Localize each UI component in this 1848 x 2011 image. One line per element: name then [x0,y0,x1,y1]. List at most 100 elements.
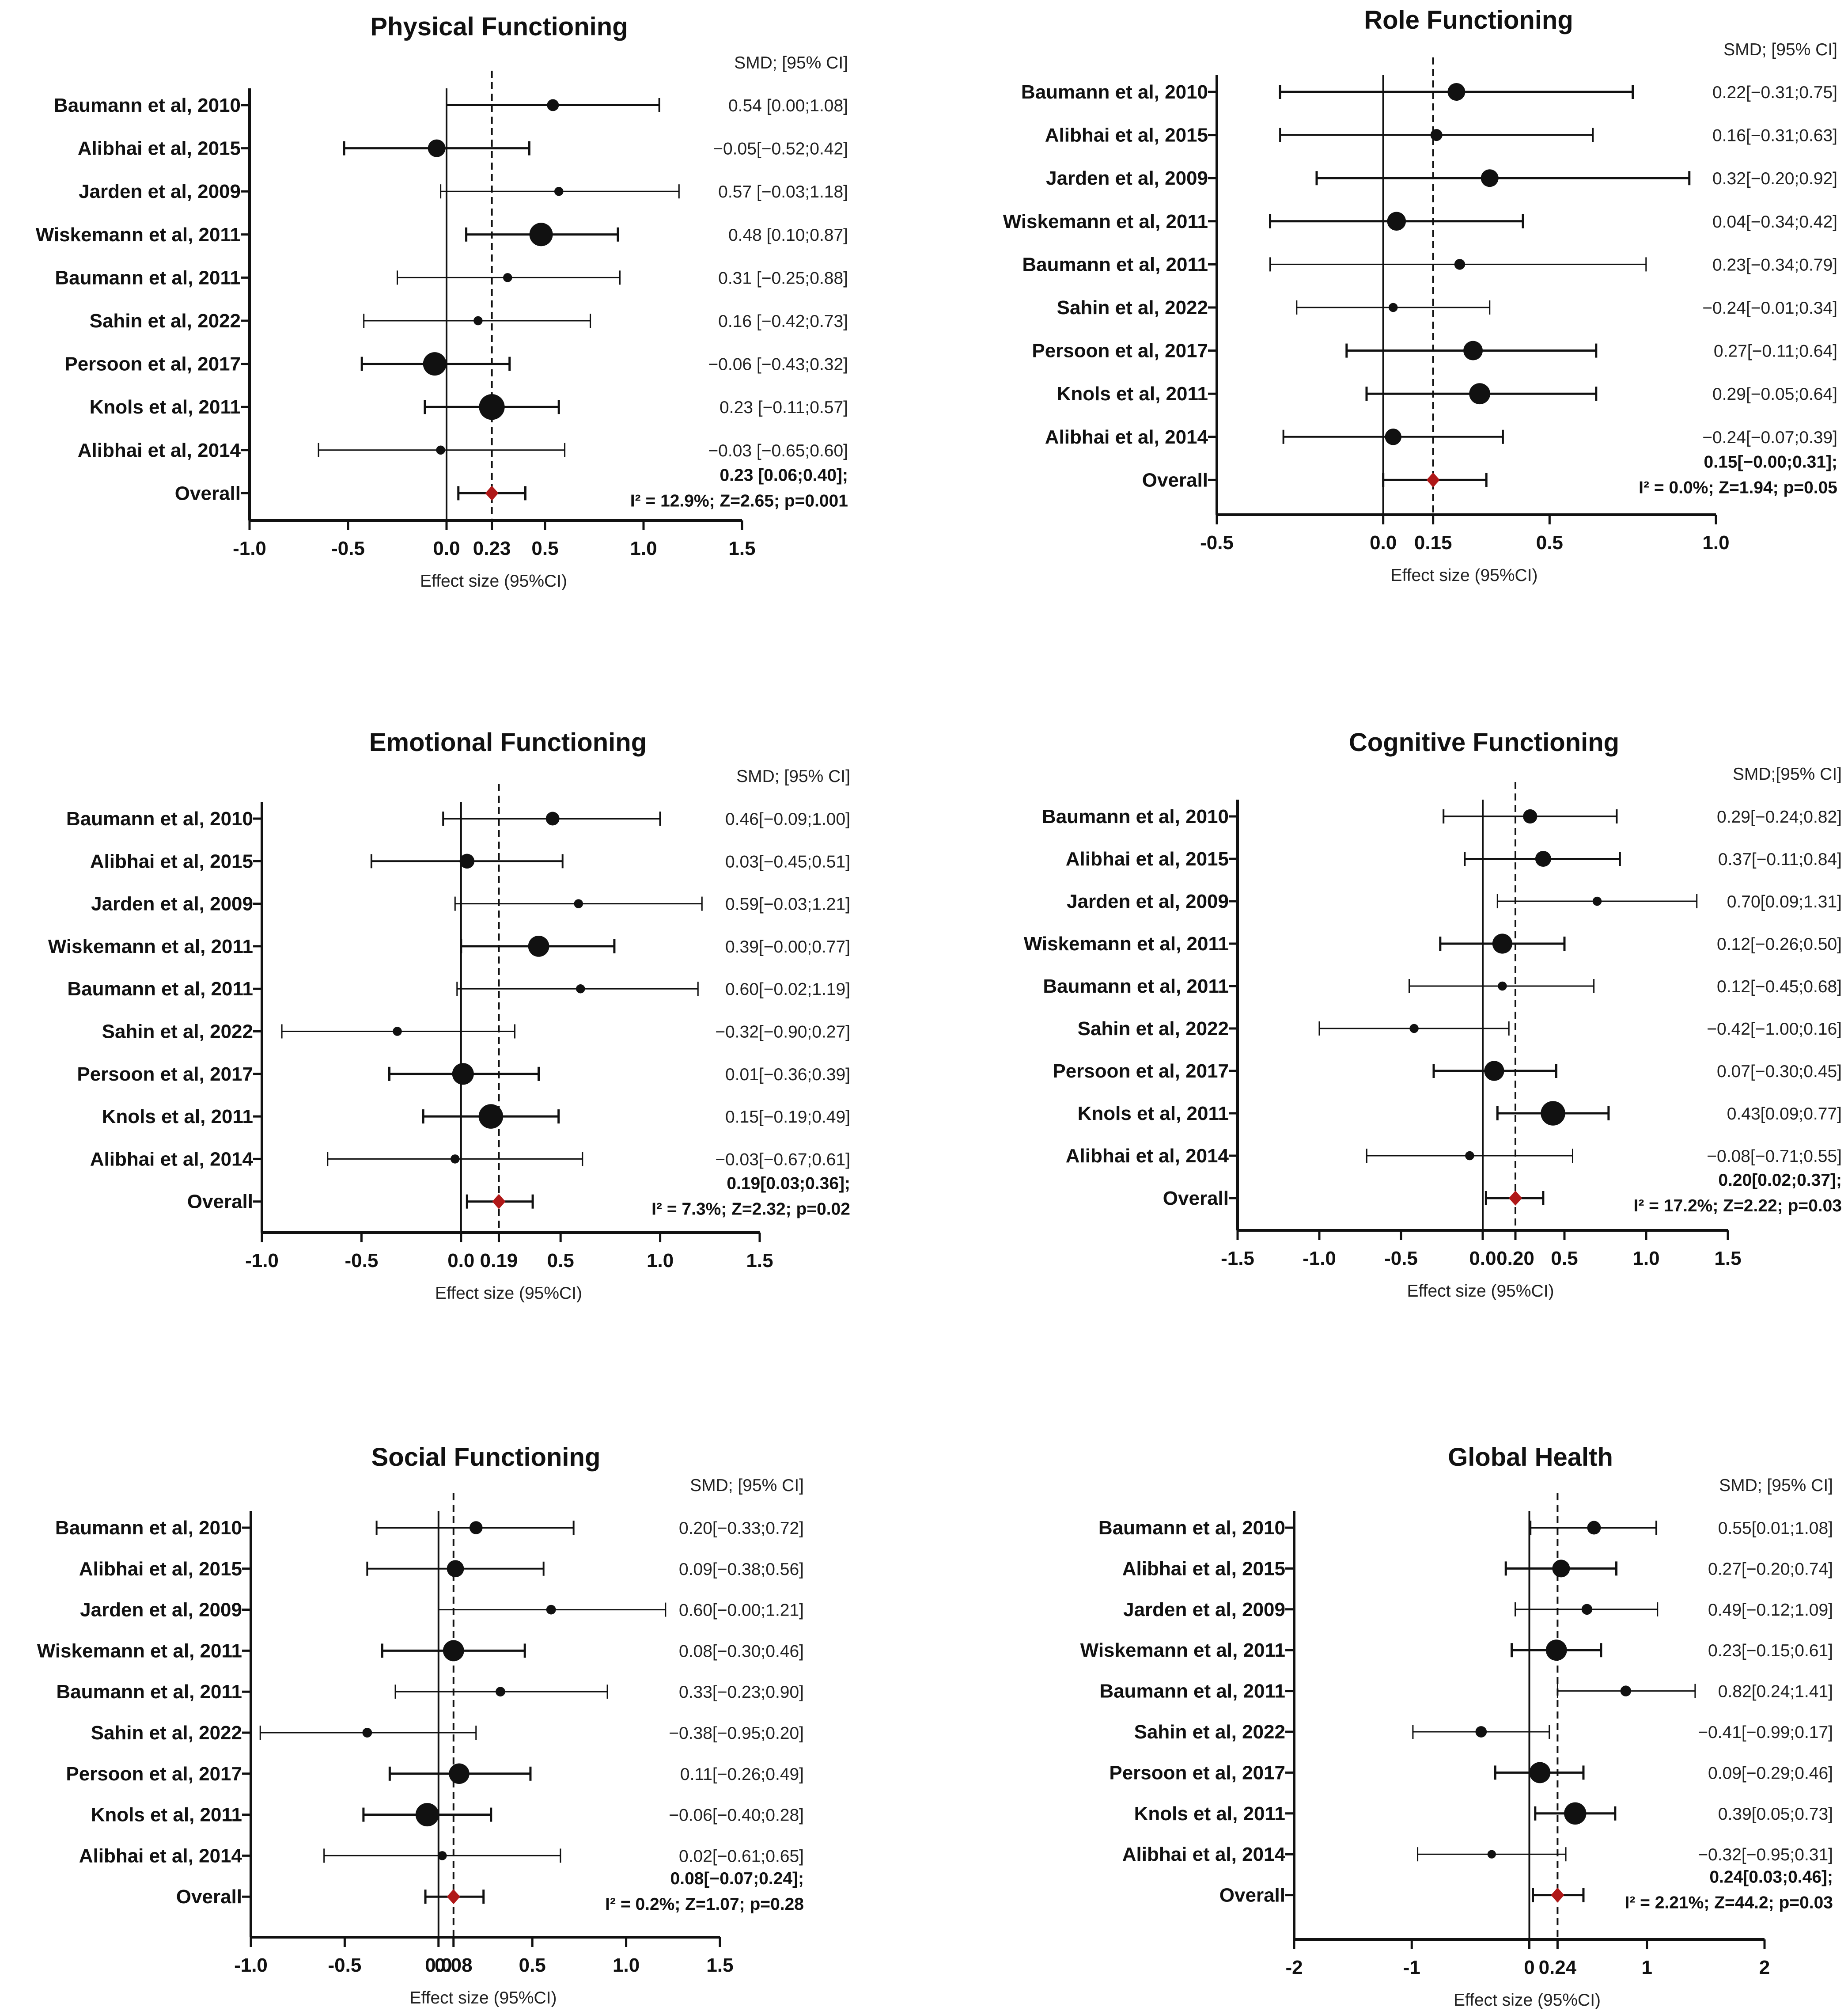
x-tick-label: -0.5 [1200,532,1234,554]
point-estimate [1469,383,1491,405]
x-tick-label: -1.5 [1221,1248,1254,1269]
ci-value-text: 0.23[−0.15;0.61] [1708,1641,1833,1660]
point-estimate [528,936,549,957]
ci-value-text: 0.12[−0.45;0.68] [1717,977,1842,996]
x-tick-label: 0.15 [1414,532,1452,554]
x-tick-label: 2 [1759,1957,1770,1978]
study-row: Sahin et al, 2022 −0.24[−0.01;0.34] [1057,297,1837,319]
point-estimate [1545,1639,1567,1661]
study-label: Jarden et al, 2009 [79,181,241,202]
overall-label: Overall [1142,469,1208,491]
heterogeneity-stats: I² = 2.21%; Z=44.2; p=0.03 [1625,1893,1833,1912]
point-estimate [447,1560,464,1578]
study-label: Alibhai et al, 2015 [1066,848,1229,870]
study-row: Alibhai et al, 2014 −0.08[−0.71;0.55] [1066,1145,1842,1167]
study-row: Baumann et al, 2010 0.46[−0.09;1.00] [66,808,850,830]
study-row: Alibhai et al, 2014 −0.03[−0.67;0.61] [90,1148,850,1170]
study-label: Alibhai et al, 2014 [1066,1145,1229,1167]
study-row: Jarden et al, 2009 0.59[−0.03;1.21] [91,893,850,915]
study-label: Baumann et al, 2010 [1021,81,1208,103]
study-row: Wiskemann et al, 2011 0.48 [0.10;0.87] [36,223,848,247]
study-row: Baumann et al, 2010 0.22[−0.31;0.75] [1021,81,1837,103]
x-axis-label: Effect size (95%CI) [435,1284,582,1303]
point-estimate [1484,1061,1504,1081]
overall-label: Overall [175,482,241,504]
point-estimate [469,1521,483,1534]
point-estimate [1487,1850,1496,1859]
x-tick-label: 1.5 [706,1954,733,1976]
ci-value-text: 0.60[−0.02;1.19] [725,980,850,999]
ci-value-text: 0.82[0.24;1.41] [1718,1682,1833,1701]
ci-value-text: −0.38[−0.95;0.20] [669,1724,804,1743]
x-axis-label: Effect size (95%CI) [1454,1991,1601,2010]
x-axis-label: Effect size (95%CI) [420,572,567,591]
study-row: Persoon et al, 2017 0.07[−0.30;0.45] [1053,1060,1842,1082]
ci-value-text: −0.24[−0.07;0.39] [1702,428,1837,447]
study-label: Baumann et al, 2011 [1022,254,1208,275]
overall-estimate-diamond [447,1889,460,1905]
forest-panel-6: Global Health SMD; [95% CI] -2 -1 0 0.24 1 2 Eff… [1080,1443,1833,2010]
study-row: Sahin et al, 2022 0.16 [−0.42;0.73] [90,310,848,332]
study-label: Baumann et al, 2010 [54,95,241,116]
study-label: Sahin et al, 2022 [1134,1721,1285,1743]
study-row: Alibhai et al, 2015 0.16[−0.31;0.63] [1045,125,1837,146]
point-estimate [545,812,560,826]
overall-label: Overall [1219,1885,1285,1906]
point-estimate [473,316,483,326]
overall-ci-text: 0.08[−0.07;0.24]; [670,1869,804,1888]
overall-label: Overall [176,1886,242,1908]
study-row: Baumann et al, 2011 0.31 [−0.25;0.88] [55,267,848,288]
chart-title: Physical Functioning [370,12,628,41]
x-tick-label: 0.0 [447,1250,474,1271]
point-estimate [1581,1604,1593,1615]
ci-column-header: SMD; [95% CI] [734,53,848,72]
study-label: Knols et al, 2011 [1057,383,1208,405]
ci-value-text: 0.46[−0.09;1.00] [725,810,850,829]
study-row: Baumann et al, 2011 0.82[0.24;1.41] [1099,1681,1833,1702]
study-label: Persoon et al, 2017 [64,353,241,375]
point-estimate [362,1728,372,1738]
study-row: Alibhai et al, 2014 −0.03 [−0.65;0.60] [78,440,848,461]
ci-value-text: 0.15[−0.19;0.49] [725,1108,850,1127]
ci-value-text: −0.32[−0.95;0.31] [1698,1845,1833,1864]
ci-column-header: SMD; [95% CI] [736,767,850,786]
ci-value-text: 0.48 [0.10;0.87] [728,226,848,245]
study-row: Knols et al, 2011 0.39[0.05;0.73] [1134,1802,1833,1825]
point-estimate [393,1027,402,1036]
ci-value-text: 0.27[−0.11;0.64] [1714,342,1837,361]
point-estimate [1389,303,1398,312]
x-tick-label: 0.5 [1536,532,1563,554]
ci-value-text: 0.03[−0.45;0.51] [725,852,850,871]
point-estimate [1385,429,1401,445]
study-row: Jarden et al, 2009 0.60[−0.00;1.21] [80,1599,804,1621]
point-estimate [1465,1151,1474,1161]
study-row: Jarden et al, 2009 0.49[−0.12;1.09] [1123,1599,1833,1620]
ci-value-text: −0.08[−0.71;0.55] [1707,1147,1842,1166]
study-row: Baumann et al, 2010 0.20[−0.33;0.72] [55,1517,804,1539]
study-label: Persoon et al, 2017 [1053,1060,1229,1082]
study-row: Baumann et al, 2011 0.23[−0.34;0.79] [1022,254,1837,275]
x-tick-label: 0.0 [433,538,460,559]
study-label: Alibhai et al, 2015 [1122,1558,1285,1579]
point-estimate [1523,809,1537,824]
ci-value-text: 0.54 [0.00;1.08] [728,96,848,115]
point-estimate [1481,169,1499,187]
x-tick-label: -1.0 [245,1250,279,1271]
ci-value-text: 0.23[−0.34;0.79] [1712,255,1837,274]
study-row: Knols et al, 2011 −0.06[−0.40;0.28] [91,1803,804,1827]
study-row: Sahin et al, 2022 −0.41[−0.99;0.17] [1134,1721,1833,1743]
study-label: Jarden et al, 2009 [1123,1599,1285,1620]
ci-value-text: 0.01[−0.36;0.39] [725,1065,850,1084]
ci-value-text: 0.31 [−0.25;0.88] [718,269,848,288]
ci-value-text: 0.12[−0.26;0.50] [1717,935,1842,954]
study-row: Baumann et al, 2010 0.55[0.01;1.08] [1098,1517,1833,1539]
ci-value-text: 0.09[−0.38;0.56] [679,1560,804,1579]
study-row: Sahin et al, 2022 −0.42[−1.00;0.16] [1078,1018,1842,1040]
study-label: Sahin et al, 2022 [1078,1018,1229,1040]
ci-value-text: 0.09[−0.29;0.46] [1708,1764,1833,1783]
x-axis-label: Effect size (95%CI) [1390,566,1537,585]
overall-estimate-diamond [492,1194,506,1209]
overall-label: Overall [187,1191,253,1213]
ci-value-text: 0.27[−0.20;0.74] [1708,1559,1833,1578]
study-label: Wiskemann et al, 2011 [1080,1639,1285,1661]
